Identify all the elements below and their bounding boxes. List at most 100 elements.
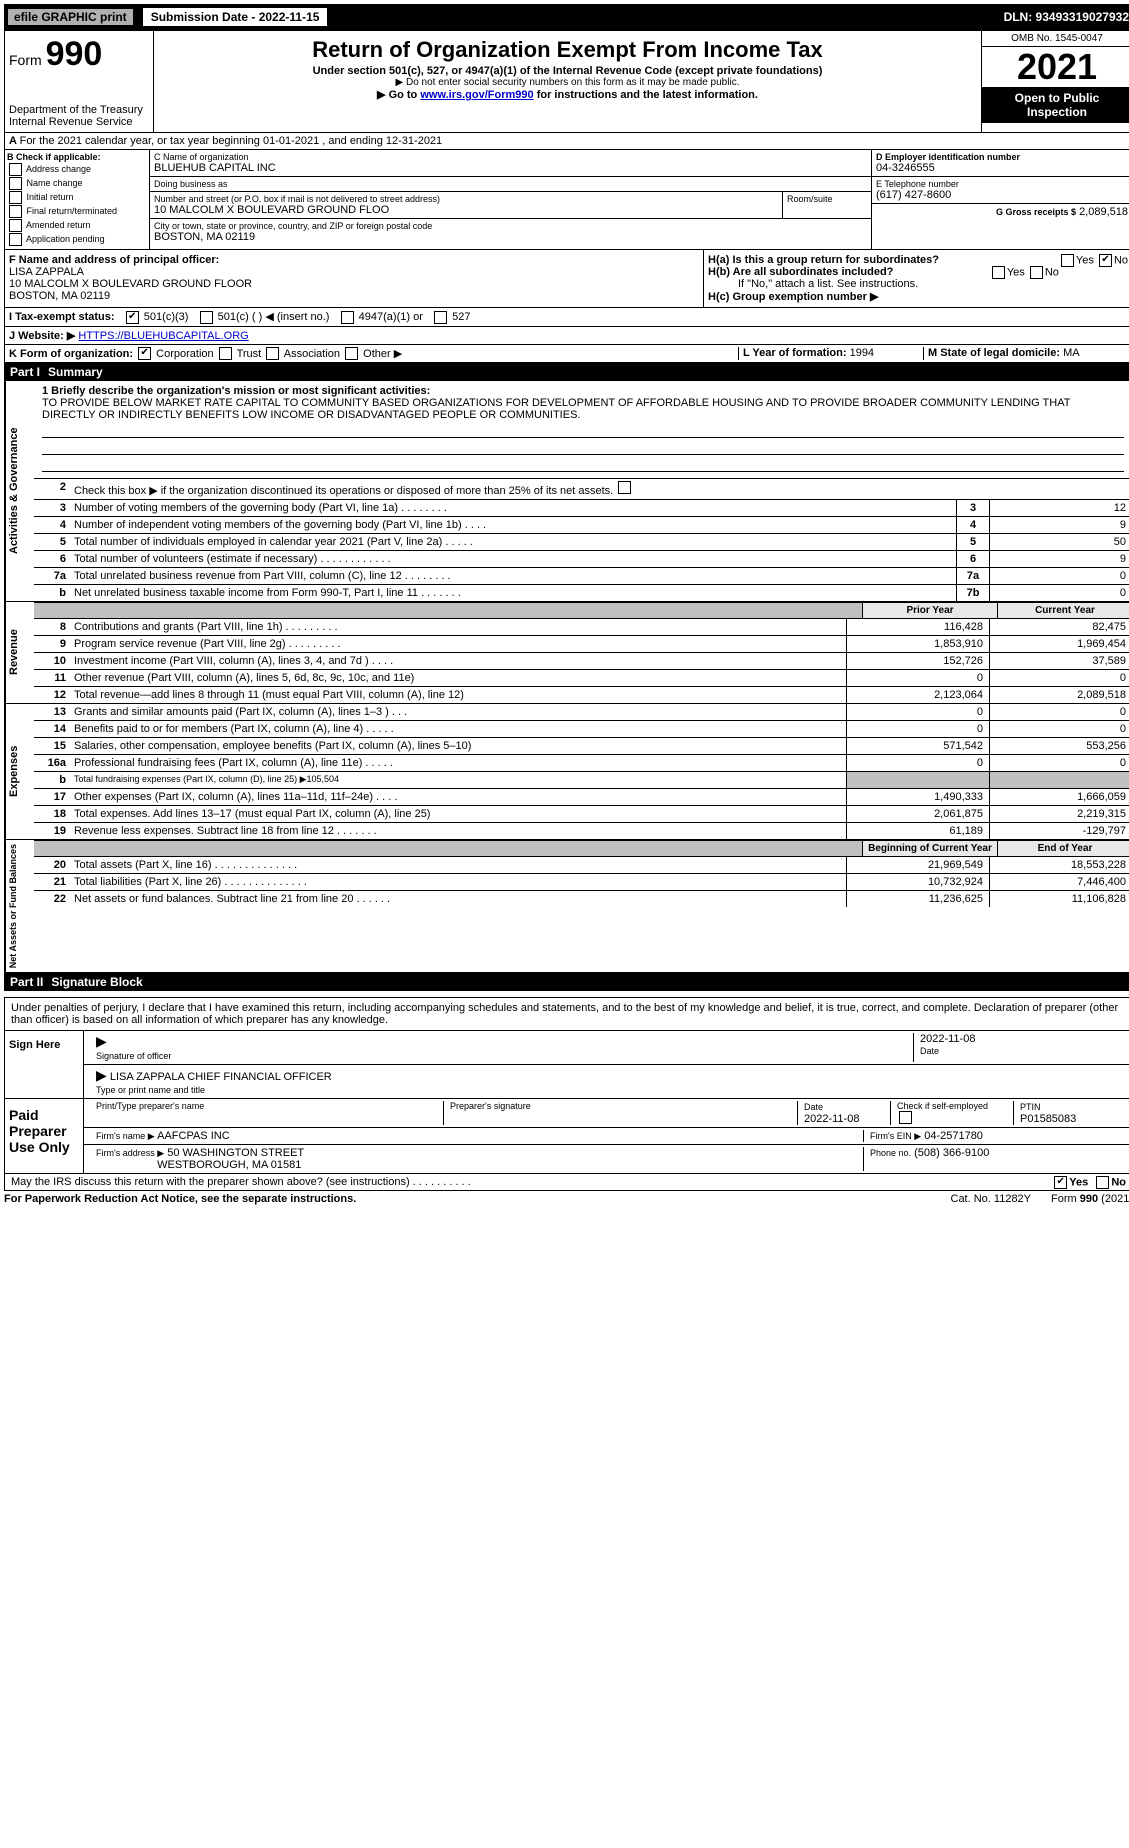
box-h: H(a) Is this a group return for subordin… xyxy=(704,250,1129,307)
discuss-no[interactable] xyxy=(1096,1176,1109,1189)
ein-value: 04-3246555 xyxy=(876,162,1128,174)
box-f: F Name and address of principal officer:… xyxy=(5,250,704,307)
line-11-py: 0 xyxy=(846,670,989,686)
firm-addr1: 50 WASHINGTON STREET xyxy=(167,1147,304,1159)
line-7b-text: Net unrelated business taxable income fr… xyxy=(70,585,956,601)
row-a-tax-year: A For the 2021 calendar year, or tax yea… xyxy=(4,133,1129,150)
efile-badge: efile GRAPHIC print xyxy=(8,9,133,25)
firm-ein: 04-2571780 xyxy=(924,1130,983,1142)
chk-amended[interactable]: Amended return xyxy=(7,219,147,232)
row-klm: K Form of organization: Corporation Trus… xyxy=(4,345,1129,364)
revenue-section: Revenue Prior YearCurrent Year 8Contribu… xyxy=(4,602,1129,704)
ein-label: D Employer identification number xyxy=(876,152,1128,162)
dba-label: Doing business as xyxy=(154,179,867,189)
header-right: OMB No. 1545-0047 2021 Open to Public In… xyxy=(981,31,1129,132)
line-12-py: 2,123,064 xyxy=(846,687,989,703)
line-15-py: 571,542 xyxy=(846,738,989,754)
chk-discontinued[interactable] xyxy=(618,481,631,494)
line-18-py: 2,061,875 xyxy=(846,806,989,822)
chk-self-emp[interactable] xyxy=(899,1111,912,1124)
chk-name-change[interactable]: Name change xyxy=(7,177,147,190)
room-label: Room/suite xyxy=(787,194,867,204)
chk-corp[interactable] xyxy=(138,347,151,360)
ptin-value: P01585083 xyxy=(1020,1113,1076,1125)
sig-date: 2022-11-08 xyxy=(920,1033,975,1045)
form-number: Form 990 xyxy=(9,35,149,74)
line-10-text: Investment income (Part VIII, column (A)… xyxy=(70,653,846,669)
chk-final-return[interactable]: Final return/terminated xyxy=(7,205,147,218)
form-subtitle-2: ▶ Do not enter social security numbers o… xyxy=(158,77,977,88)
mission-block: 1 Briefly describe the organization's mi… xyxy=(34,381,1129,478)
line-5-val: 50 xyxy=(989,534,1129,550)
chk-address-change[interactable]: Address change xyxy=(7,163,147,176)
chk-4947[interactable] xyxy=(341,311,354,324)
chk-trust[interactable] xyxy=(219,347,232,360)
h-a: H(a) Is this a group return for subordin… xyxy=(708,254,1128,266)
officer-label: F Name and address of principal officer: xyxy=(9,254,699,266)
org-info-block: B Check if applicable: Address change Na… xyxy=(4,150,1129,250)
discuss-yes[interactable] xyxy=(1054,1176,1067,1189)
hdr-end: End of Year xyxy=(997,841,1129,856)
org-name: BLUEHUB CAPITAL INC xyxy=(154,162,867,174)
state-domicile: MA xyxy=(1063,347,1080,359)
hb-no[interactable] xyxy=(1030,266,1043,279)
line-8-text: Contributions and grants (Part VIII, lin… xyxy=(70,619,846,635)
cat-no: Cat. No. 11282Y xyxy=(931,1193,1052,1205)
line-16a-cy: 0 xyxy=(989,755,1129,771)
line-17-py: 1,490,333 xyxy=(846,789,989,805)
vtab-governance: Activities & Governance xyxy=(5,381,34,601)
paid-preparer-label: Paid Preparer Use Only xyxy=(5,1099,84,1173)
vtab-net-assets: Net Assets or Fund Balances xyxy=(5,840,34,972)
line-20-text: Total assets (Part X, line 16) . . . . .… xyxy=(70,857,846,873)
city-label: City or town, state or province, country… xyxy=(154,221,867,231)
ha-yes[interactable] xyxy=(1061,254,1074,267)
line-13-cy: 0 xyxy=(989,704,1129,720)
header-left: Form 990 Department of the Treasury Inte… xyxy=(5,31,154,132)
org-name-label: C Name of organization xyxy=(154,152,867,162)
chk-527[interactable] xyxy=(434,311,447,324)
chk-assoc[interactable] xyxy=(266,347,279,360)
chk-app-pending[interactable]: Application pending xyxy=(7,233,147,246)
line-15-cy: 553,256 xyxy=(989,738,1129,754)
self-employed: Check if self-employed xyxy=(891,1101,1014,1125)
h-b: H(b) Are all subordinates included? Yes … xyxy=(708,266,1128,278)
box-c: C Name of organization BLUEHUB CAPITAL I… xyxy=(150,150,872,249)
dept-treasury: Department of the Treasury xyxy=(9,104,149,116)
line-16a-py: 0 xyxy=(846,755,989,771)
gross-label: G Gross receipts $ xyxy=(996,207,1076,217)
ha-no[interactable] xyxy=(1099,254,1112,267)
line-16a-text: Professional fundraising fees (Part IX, … xyxy=(70,755,846,771)
line-4-text: Number of independent voting members of … xyxy=(70,517,956,533)
line-8-py: 116,428 xyxy=(846,619,989,635)
website-link[interactable]: HTTPS://BLUEHUBCAPITAL.ORG xyxy=(78,330,248,342)
hb-yes[interactable] xyxy=(992,266,1005,279)
hdr-current-year: Current Year xyxy=(997,603,1129,618)
vtab-revenue: Revenue xyxy=(5,602,34,703)
line-22-text: Net assets or fund balances. Subtract li… xyxy=(70,891,846,907)
prep-sig-label: Preparer's signature xyxy=(444,1101,798,1125)
irs-link[interactable]: www.irs.gov/Form990 xyxy=(420,89,533,101)
line-21-py: 10,732,924 xyxy=(846,874,989,890)
chk-other[interactable] xyxy=(345,347,358,360)
chk-501c[interactable] xyxy=(200,311,213,324)
h-c: H(c) Group exemption number ▶ xyxy=(708,290,1128,303)
line-7a-val: 0 xyxy=(989,568,1129,584)
officer-name-title: LISA ZAPPALA CHIEF FINANCIAL OFFICER xyxy=(110,1071,332,1083)
line-15-text: Salaries, other compensation, employee b… xyxy=(70,738,846,754)
form-subtitle-1: Under section 501(c), 527, or 4947(a)(1)… xyxy=(158,65,977,77)
line-4-val: 9 xyxy=(989,517,1129,533)
line-17-cy: 1,666,059 xyxy=(989,789,1129,805)
line-3-val: 12 xyxy=(989,500,1129,516)
chk-501c3[interactable] xyxy=(126,311,139,324)
ptin-label: PTIN xyxy=(1020,1102,1041,1112)
line-13-py: 0 xyxy=(846,704,989,720)
form-990: 990 xyxy=(46,35,103,73)
part-1-header: Part I Summary xyxy=(4,363,1129,381)
year-formation: 1994 xyxy=(850,347,874,359)
addr-value: 10 MALCOLM X BOULEVARD GROUND FLOO xyxy=(154,204,778,216)
line-14-cy: 0 xyxy=(989,721,1129,737)
form-subtitle-3: ▶ Go to www.irs.gov/Form990 for instruct… xyxy=(158,88,977,101)
chk-initial-return[interactable]: Initial return xyxy=(7,191,147,204)
addr-label: Number and street (or P.O. box if mail i… xyxy=(154,194,778,204)
box-b: B Check if applicable: Address change Na… xyxy=(5,150,150,249)
